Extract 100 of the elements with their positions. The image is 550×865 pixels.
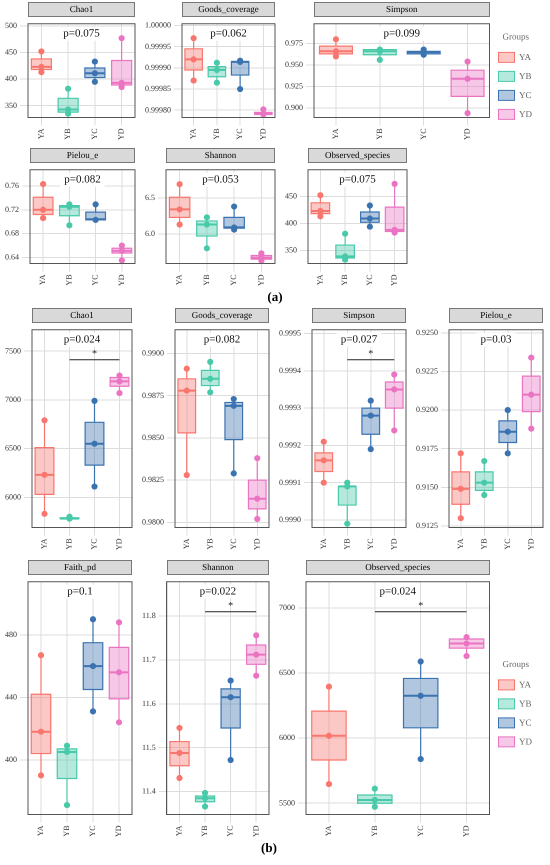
y-tick-label: 0.9150 bbox=[416, 482, 438, 492]
legend-title: Groups bbox=[502, 658, 530, 669]
x-tick-label: YB bbox=[370, 825, 379, 837]
y-tick-label: 0.76 bbox=[5, 181, 19, 190]
y-tick-label: 6.5 bbox=[145, 192, 155, 202]
y-tick-label: 0.9800 bbox=[142, 517, 164, 526]
y-tick-label: 0.9900 bbox=[142, 348, 164, 358]
x-tick-label: YC bbox=[88, 825, 98, 837]
chart-title: Goods_coverage bbox=[182, 2, 275, 17]
y-tick-label: 450 bbox=[5, 48, 17, 57]
x-tick-label: YB bbox=[200, 825, 210, 837]
y-tick-label: 6000 bbox=[5, 492, 21, 502]
y-tick-label: 7000 bbox=[279, 602, 295, 612]
y-tick-label: 0.9990 bbox=[279, 515, 301, 524]
annotation: * bbox=[368, 348, 374, 360]
y-tick-label: 0.99980 bbox=[145, 105, 171, 114]
x-tick-label: YA bbox=[188, 128, 198, 140]
y-tick-label: 11.5 bbox=[142, 742, 156, 752]
annotation: p=0.082 bbox=[204, 334, 240, 346]
y-tick-label: 6500 bbox=[5, 444, 21, 453]
x-tick-label: YB bbox=[64, 538, 74, 550]
annotation: p=0.024 bbox=[380, 586, 416, 598]
x-tick-label: YD bbox=[462, 825, 471, 838]
x-tick-label: YB bbox=[205, 538, 214, 550]
x-tick-label: YD bbox=[256, 274, 266, 286]
y-tick-label: 0.9991 bbox=[279, 478, 301, 487]
x-tick-label: YC bbox=[235, 128, 244, 140]
x-tick-label: YC bbox=[416, 825, 425, 837]
x-tick-label: YB bbox=[479, 538, 488, 550]
x-tick-label: YA bbox=[40, 538, 49, 550]
y-tick-label: 350 bbox=[5, 100, 17, 110]
y-tick-label: 0.9225 bbox=[416, 366, 438, 376]
y-tick-label: 0.900 bbox=[285, 103, 303, 112]
annotation: p=0.027 bbox=[340, 334, 378, 346]
y-tick-label: 0.9994 bbox=[279, 366, 301, 375]
legend-label: YB bbox=[519, 698, 532, 708]
text: (a) bbox=[266, 289, 284, 305]
y-tick-label: 400 bbox=[5, 754, 17, 764]
x-tick-label: YD bbox=[116, 274, 126, 286]
x-tick-label: YA bbox=[36, 128, 46, 140]
y-tick-label: 1.00000 bbox=[145, 20, 171, 30]
x-tick-label: YA bbox=[324, 825, 334, 836]
legend-label: YB bbox=[519, 70, 532, 81]
x-tick-label: YB bbox=[63, 128, 72, 140]
x-tick-label: YB bbox=[374, 128, 384, 140]
x-tick-label: YB bbox=[202, 274, 211, 286]
y-tick-label: 0.950 bbox=[285, 60, 303, 70]
annotation: p=0.1 bbox=[67, 586, 93, 598]
x-tick-label: YC bbox=[90, 538, 99, 550]
text: (b) bbox=[260, 840, 278, 856]
chart-title: Pielou_e bbox=[449, 308, 543, 323]
chart-title: Simpson bbox=[314, 2, 490, 17]
x-tick-label: YD bbox=[252, 538, 262, 550]
x-tick-label: YD bbox=[114, 538, 124, 550]
chart-title: Shannon bbox=[166, 148, 275, 163]
y-tick-label: 11.4 bbox=[142, 786, 156, 796]
annotation: * bbox=[92, 348, 97, 360]
annotation: p=0.022 bbox=[200, 586, 236, 598]
legend-label: YA bbox=[519, 52, 532, 62]
annotation: p=0.082 bbox=[64, 174, 101, 186]
legend-title: Groups bbox=[502, 31, 530, 42]
y-tick-label: 0.9250 bbox=[416, 328, 438, 337]
chart-title: Pielou_e bbox=[30, 148, 135, 163]
x-tick-label: YC bbox=[418, 128, 428, 140]
y-tick-label: 0.925 bbox=[285, 82, 303, 91]
x-tick-label: YD bbox=[116, 128, 126, 140]
y-tick-label: 11.7 bbox=[142, 655, 156, 664]
y-tick-label: 0.9175 bbox=[416, 444, 438, 453]
x-tick-label: YA bbox=[456, 538, 465, 550]
x-tick-label: YD bbox=[462, 128, 472, 140]
x-tick-label: YA bbox=[315, 274, 324, 286]
annotation: * bbox=[418, 600, 424, 612]
x-tick-label: YD bbox=[251, 825, 260, 838]
x-tick-label: YC bbox=[502, 538, 512, 550]
annotation: p=0.075 bbox=[63, 28, 100, 40]
x-tick-label: YD bbox=[390, 274, 399, 286]
legend-label: YD bbox=[519, 108, 532, 119]
y-tick-label: 440 bbox=[5, 692, 17, 702]
x-tick-label: YB bbox=[340, 274, 350, 286]
annotation: p=0.075 bbox=[339, 174, 376, 186]
x-tick-label: YB bbox=[342, 538, 352, 550]
chart-title: Simpson bbox=[312, 308, 406, 323]
annotation: * bbox=[228, 600, 234, 612]
x-tick-label: YA bbox=[36, 825, 46, 836]
y-tick-label: 0.72 bbox=[5, 204, 19, 214]
y-tick-label: 6500 bbox=[279, 668, 295, 678]
x-tick-label: YA bbox=[331, 128, 340, 140]
y-tick-label: 0.9992 bbox=[279, 440, 301, 450]
x-tick-label: YA bbox=[174, 825, 184, 836]
x-tick-label: YD bbox=[389, 538, 398, 550]
y-tick-label: 0.9125 bbox=[416, 520, 438, 530]
chart-title: Chao1 bbox=[28, 2, 135, 17]
y-tick-label: 450 bbox=[285, 191, 297, 200]
y-tick-label: 6.0 bbox=[145, 229, 155, 238]
chart-title: Goods_coverage bbox=[175, 308, 269, 323]
y-tick-label: 0.99990 bbox=[145, 62, 171, 72]
y-tick-label: 0.99995 bbox=[145, 42, 171, 51]
y-tick-label: 0.9825 bbox=[142, 475, 164, 484]
legend-label: YD bbox=[519, 736, 532, 746]
annotation: p=0.053 bbox=[202, 174, 240, 186]
